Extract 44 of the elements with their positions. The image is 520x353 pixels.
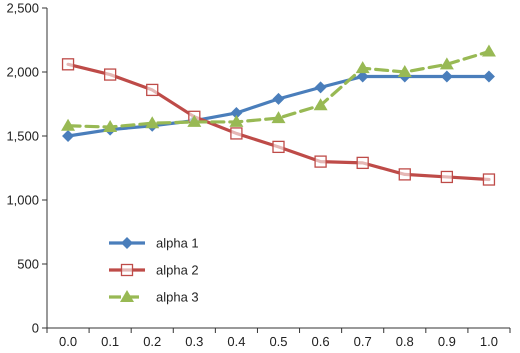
point [230,106,242,119]
point [62,130,74,142]
x-tick-label: 0.4 [227,334,246,349]
legend-label: alpha 3 [156,290,199,305]
y-tick-label: 2,500 [6,0,39,16]
y-tick-label: 500 [17,256,39,272]
point [230,127,243,140]
point [482,173,496,186]
point [229,114,244,127]
x-tick-label: 0.0 [59,334,78,349]
x-tick-label: 0.8 [396,334,414,349]
point [103,120,118,132]
point [440,57,454,70]
point [62,58,74,70]
point [272,111,286,124]
point [314,155,327,168]
y-tick-label: 2,000 [6,64,39,80]
point [146,84,158,96]
point [356,61,370,74]
point [314,98,328,110]
legend-label: alpha 1 [156,236,199,251]
point [398,168,411,181]
y-tick-label: 1,500 [6,128,39,144]
x-tick-label: 0.7 [354,334,372,349]
point [398,65,412,77]
point [482,44,496,57]
point [356,156,369,170]
point [61,118,76,131]
x-tick-label: 0.1 [101,334,120,349]
point [272,140,285,154]
x-tick-label: 0.2 [143,334,162,349]
y-tick-label: 0 [32,320,39,336]
x-tick-label: 0.6 [312,334,330,349]
point [314,81,327,94]
x-tick-label: 0.3 [185,334,204,349]
point [440,170,454,184]
legend-label: alpha 2 [156,262,199,278]
point [145,116,160,128]
point [272,92,284,105]
x-tick-label: 1.0 [480,334,498,349]
y-tick-label: 1,000 [6,192,39,208]
x-tick-label: 0.5 [269,334,288,349]
point [104,68,116,81]
x-tick-label: 0.9 [438,334,456,349]
